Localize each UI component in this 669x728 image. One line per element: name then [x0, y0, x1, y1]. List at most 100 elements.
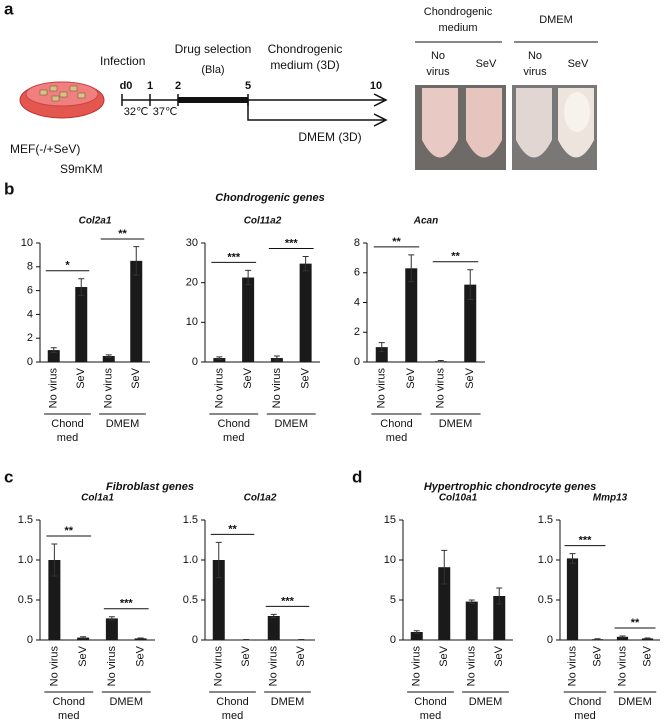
error-bar — [137, 637, 144, 640]
error-bar — [133, 246, 140, 276]
y-tick-label: 10 — [384, 554, 396, 566]
x-tick-label: SeV — [135, 645, 147, 666]
error-bar — [413, 630, 420, 634]
significance-label: ** — [451, 251, 460, 263]
group-label: med — [57, 432, 78, 444]
bar — [299, 263, 312, 362]
y-tick-label: 6 — [354, 267, 360, 279]
error-bar — [437, 360, 444, 363]
x-tick-label: No virus — [435, 368, 447, 409]
tube — [516, 88, 552, 158]
bar — [105, 618, 118, 640]
error-bar — [594, 638, 601, 641]
error-bar — [644, 637, 651, 640]
x-tick-label: No virus — [48, 646, 60, 687]
y-tick-label: 0 — [27, 634, 33, 646]
significance-label: *** — [120, 598, 134, 610]
group-label: med — [420, 710, 441, 722]
sample-label: SeV — [476, 58, 497, 70]
error-bar — [569, 553, 576, 564]
x-tick-label: No virus — [411, 646, 423, 687]
group-label: med — [223, 432, 244, 444]
y-tick-label: 4 — [354, 296, 360, 308]
y-tick-label: 15 — [384, 514, 396, 526]
y-tick-label: 0 — [192, 634, 198, 646]
sample-label: virus — [426, 66, 450, 78]
timeline — [121, 93, 388, 127]
error-bar — [245, 269, 252, 286]
x-tick-label: SeV — [240, 645, 252, 666]
significance-label: ** — [392, 236, 401, 248]
x-tick-label: SeV — [591, 645, 603, 666]
condition-label: DMEM — [539, 14, 573, 26]
y-tick-label: 0.5 — [538, 594, 553, 606]
bar — [213, 358, 226, 362]
step-label: medium (3D) — [270, 58, 339, 72]
group-label: DMEM — [106, 418, 140, 430]
y-tick-label: 1.5 — [183, 514, 198, 526]
cell-label: S9mKM — [60, 162, 103, 176]
significance-label: ** — [64, 525, 73, 537]
bar — [405, 268, 418, 362]
y-tick-label: 1.5 — [18, 514, 33, 526]
group-label: Chond — [414, 696, 446, 708]
group-label: DMEM — [618, 696, 652, 708]
error-bar — [467, 269, 474, 301]
group-label: DMEM — [274, 418, 308, 430]
tube — [422, 88, 458, 158]
error-bar — [216, 356, 223, 360]
section-title: Hypertrophic chondrocyte genes — [424, 481, 596, 493]
bar — [493, 596, 506, 640]
bar — [616, 636, 629, 640]
x-tick-label: SeV — [405, 367, 417, 388]
y-tick-label: 8 — [354, 237, 360, 249]
temp-label: 32℃ — [124, 106, 149, 118]
error-bar — [273, 355, 280, 361]
chart-title: Col2a1 — [79, 216, 112, 227]
x-tick-label: No virus — [466, 646, 478, 687]
day-label: 1 — [147, 80, 153, 92]
y-tick-label: 1.0 — [538, 554, 553, 566]
bar — [130, 260, 143, 362]
x-tick-label: No virus — [213, 646, 225, 687]
group-label: DMEM — [469, 696, 503, 708]
y-tick-label: 0.5 — [183, 594, 198, 606]
x-tick-label: SeV — [464, 367, 476, 388]
x-tick-label: No virus — [213, 368, 225, 409]
significance-label: * — [65, 260, 70, 272]
tube — [466, 88, 502, 158]
significance-label: *** — [281, 595, 295, 607]
cells — [39, 85, 86, 102]
section-title: Chondrogenic genes — [215, 192, 324, 204]
group-label: DMEM — [439, 418, 473, 430]
photo: Chondrogenic medium DMEM No virus SeV No… — [415, 6, 598, 170]
x-tick-label: SeV — [242, 367, 254, 388]
y-tick-label: 4 — [27, 308, 33, 320]
day-label: 10 — [370, 80, 382, 92]
panel-label: b — [4, 179, 14, 198]
condition-label: medium — [438, 22, 477, 34]
y-tick-label: 5 — [390, 594, 396, 606]
bar — [566, 558, 579, 640]
bar — [242, 277, 255, 362]
y-tick-label: 30 — [186, 237, 198, 249]
x-tick-label: No virus — [566, 646, 578, 687]
y-tick-label: 10 — [186, 316, 198, 328]
y-tick-label: 0 — [390, 634, 396, 646]
significance-label: ** — [228, 523, 237, 535]
schematic: MEF(-/+SeV) S9mKM Infection Drug selecti… — [10, 42, 388, 176]
x-tick-label: SeV — [295, 645, 307, 666]
group-label: Chond — [380, 418, 412, 430]
y-tick-label: 6 — [27, 285, 33, 297]
condition-label: Chondrogenic — [424, 6, 493, 18]
y-tick-label: 8 — [27, 261, 33, 273]
y-tick-label: 0.5 — [18, 594, 33, 606]
y-tick-label: 1.0 — [18, 554, 33, 566]
error-bar — [408, 254, 415, 283]
significance-label: *** — [227, 251, 241, 263]
group-label: med — [574, 710, 595, 722]
error-bar — [270, 613, 277, 619]
step-label: (Bla) — [201, 64, 224, 76]
y-tick-label: 2 — [354, 326, 360, 338]
group-label: Chond — [569, 696, 601, 708]
